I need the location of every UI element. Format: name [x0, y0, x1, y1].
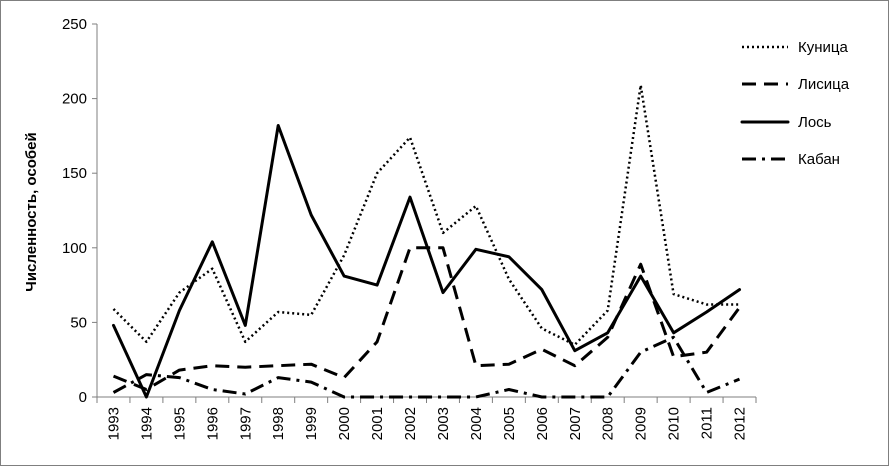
x-tick-label: 1993 [105, 407, 122, 440]
x-tick-label: 2012 [732, 407, 749, 440]
x-tick-label: 2007 [567, 407, 584, 440]
x-tick-label: 1997 [237, 407, 254, 440]
y-axis-label: Численность, особей [23, 132, 40, 291]
x-tick-label: 2006 [534, 407, 551, 440]
legend-label-solid: Лось [798, 114, 832, 131]
x-tick-label: 2001 [369, 407, 386, 440]
x-tick-label: 1994 [138, 407, 155, 440]
x-tick-label: 1999 [303, 407, 320, 440]
x-tick-label: 1995 [171, 407, 188, 440]
x-tick-label: 2009 [633, 407, 650, 440]
y-tick-label: 0 [79, 389, 87, 406]
legend: Куница Лисица Лось Кабан [740, 39, 850, 168]
series-line-solid [112, 124, 741, 399]
x-tick-label: 2002 [402, 407, 419, 440]
axes: 0 50 100 150 200 250 1993 1994 1995 1996 1997 1998 1… [62, 16, 757, 440]
legend-label-dashdot: Кабан [798, 151, 840, 168]
series-layer [112, 83, 741, 399]
y-tick-label: 250 [62, 16, 87, 33]
x-tick-label: 2010 [666, 407, 683, 440]
y-tick-label: 200 [62, 91, 87, 108]
legend-label-dashed: Лисица [798, 76, 850, 93]
x-tick-label: 2004 [468, 407, 485, 440]
x-tick-label: 2003 [435, 407, 452, 440]
y-tick-label: 50 [70, 314, 87, 331]
x-tick-label: 2008 [600, 407, 617, 440]
legend-label-dotted: Куница [798, 39, 848, 56]
y-tick-label: 100 [62, 240, 87, 257]
x-tick-label: 2005 [501, 407, 518, 440]
series-line-dotted [112, 83, 740, 347]
x-tick-label: 1996 [204, 407, 221, 440]
x-tick-label: 1998 [270, 407, 287, 440]
series-line-dashdot [112, 335, 741, 399]
x-tick-label: 2011 [699, 407, 716, 439]
y-tick-label: 150 [62, 165, 87, 182]
x-tick-label: 2000 [336, 407, 353, 440]
